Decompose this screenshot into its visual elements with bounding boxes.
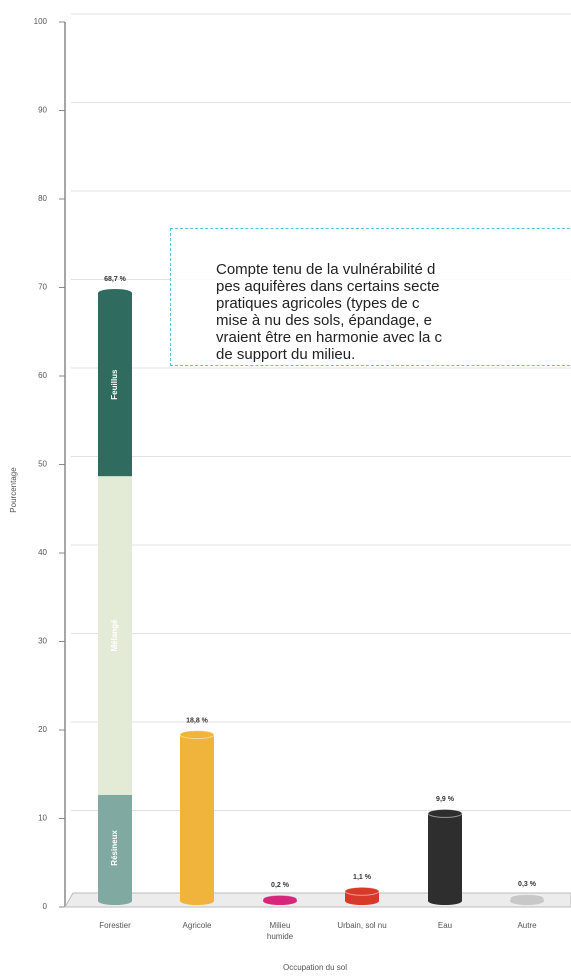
x-axis-label: Occupation du sol: [283, 963, 347, 972]
segment-label: Feuillus: [110, 369, 119, 400]
bar: [180, 734, 214, 901]
y-tick-label: 20: [38, 725, 47, 734]
y-tick-label: 80: [38, 194, 47, 203]
floor: [64, 892, 571, 908]
y-tick-label: 70: [38, 283, 47, 292]
x-tick-label: Autre: [517, 921, 537, 930]
y-tick-label: 50: [38, 460, 47, 469]
bar-top: [179, 730, 215, 740]
bar-segment: [98, 293, 132, 477]
annotation-line: pratiques agricoles (types de c: [216, 295, 420, 312]
y-tick-label: 0: [43, 902, 48, 911]
value-label: 18,8 %: [186, 717, 209, 724]
bar-base: [428, 897, 462, 905]
bar-base: [510, 897, 544, 905]
y-tick-label: 90: [38, 106, 47, 115]
bar-segment: [98, 794, 132, 901]
x-tick-label: Forestier: [99, 921, 131, 930]
bar-segment: [98, 476, 132, 795]
value-label: 9,9 %: [436, 796, 455, 803]
value-label: 0,3 %: [518, 881, 537, 888]
value-label: 68,7 %: [104, 276, 127, 283]
y-tick-label: 100: [34, 17, 48, 26]
y-tick-label: 30: [38, 637, 47, 646]
annotation-line: vraient être en harmonie avec la c: [216, 329, 442, 346]
y-tick-label: 60: [38, 371, 47, 380]
x-tick-label: Milieu humide: [266, 921, 294, 941]
value-label: 0,2 %: [271, 882, 290, 889]
x-tick-label: Agricole: [182, 921, 212, 930]
annotation-line: Compte tenu de la vulnérabilité d: [216, 261, 436, 278]
bar-top: [427, 808, 463, 818]
annotation-line: pes aquifères dans certains secte: [216, 278, 440, 295]
annotation-line: de support du milieu.: [216, 346, 356, 363]
bar: [428, 813, 462, 901]
y-tick-label: 10: [38, 814, 47, 823]
bar-top: [344, 886, 380, 896]
segment-label: Mélangé: [110, 619, 119, 652]
value-label: 1,1 %: [353, 874, 372, 881]
annotation-line: mise à nu des sols, épandage, e: [216, 312, 432, 329]
bar-top: [98, 289, 132, 298]
bar-base: [98, 897, 132, 905]
bar-base: [345, 897, 379, 905]
bar: [345, 891, 379, 901]
segment-label: Résineux: [110, 830, 119, 866]
x-tick-label: Eau: [437, 921, 453, 930]
bar-base: [263, 897, 297, 905]
bar-base: [180, 897, 214, 905]
x-tick-label: Urbain, sol nu: [337, 921, 387, 930]
annotation-box: Compte tenu de la vulnérabilité d pes aqu…: [170, 228, 571, 366]
y-tick-label: 40: [38, 548, 47, 557]
y-axis-label: Pourcentage: [9, 467, 18, 513]
